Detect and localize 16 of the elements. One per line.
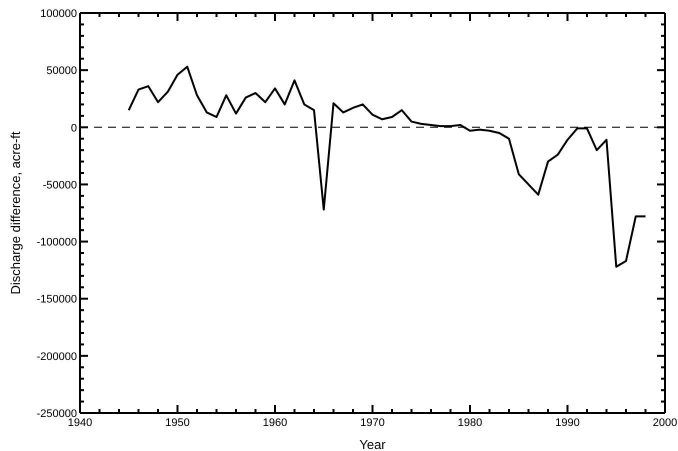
x-tick-label: 1990 xyxy=(555,417,580,429)
y-tick-label: -150000 xyxy=(36,294,77,306)
y-tick-label: 100000 xyxy=(40,8,77,20)
x-tick-label: 1970 xyxy=(360,417,385,429)
y-axis-title: Discharge difference, acre-ft xyxy=(8,131,23,295)
x-tick-label: 1950 xyxy=(165,417,190,429)
y-tick-label: 50000 xyxy=(46,65,77,78)
y-tick-label: -50000 xyxy=(42,179,77,192)
x-axis-title: Year xyxy=(359,437,386,451)
y-tick-label: 0 xyxy=(70,122,77,134)
y-tick-label: -200000 xyxy=(36,350,77,363)
x-tick-label: 1980 xyxy=(458,417,482,429)
x-tick-label: 1960 xyxy=(262,417,288,429)
x-tick-label: 2000 xyxy=(652,417,678,429)
x-tick-label: 1940 xyxy=(68,417,92,429)
y-tick-label: -100000 xyxy=(36,236,77,249)
